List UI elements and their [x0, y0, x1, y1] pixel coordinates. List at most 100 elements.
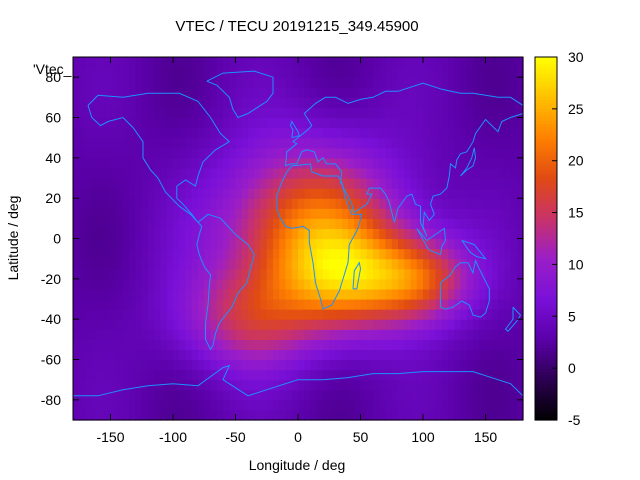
heatmap-cell	[323, 339, 330, 351]
heatmap-cell	[316, 208, 324, 219]
heatmap-cell	[148, 167, 155, 179]
heatmap-cell	[385, 218, 393, 230]
heatmap-cell	[373, 117, 380, 129]
heatmap-cell	[273, 87, 280, 98]
heatmap-cell	[260, 67, 268, 78]
heatmap-cell	[398, 329, 405, 340]
heatmap-cell	[466, 379, 474, 391]
heatmap-cell	[404, 218, 412, 230]
heatmap-cell	[85, 359, 93, 371]
y-tick-label: 80	[45, 69, 61, 85]
colorbar-segment	[535, 168, 557, 173]
heatmap-cell	[498, 389, 505, 401]
heatmap-cell	[223, 319, 230, 330]
heatmap-cell	[254, 198, 262, 209]
heatmap-cell	[466, 248, 474, 260]
heatmap-cell	[404, 339, 412, 351]
legend-label: 'Vtec_	[33, 61, 72, 77]
heatmap-cell	[135, 339, 143, 351]
heatmap-cell	[223, 359, 230, 371]
heatmap-cell	[516, 258, 524, 270]
heatmap-cell	[154, 339, 162, 351]
heatmap-cell	[429, 97, 437, 109]
x-tick-label: -50	[225, 429, 245, 445]
heatmap-cell	[79, 369, 87, 381]
heatmap-cell	[448, 379, 455, 391]
heatmap-cell	[316, 319, 324, 330]
heatmap-cell	[266, 359, 274, 371]
heatmap-cell	[123, 288, 130, 300]
colorbar-segment	[535, 135, 557, 140]
heatmap-cell	[260, 319, 268, 330]
heatmap-cell	[123, 188, 130, 199]
heatmap-cell	[191, 268, 199, 280]
heatmap-cell	[298, 218, 305, 230]
heatmap-cell	[385, 117, 393, 129]
heatmap-cell	[298, 309, 305, 320]
heatmap-cell	[454, 97, 462, 109]
heatmap-cell	[179, 399, 187, 411]
heatmap-cell	[98, 87, 105, 98]
heatmap-cell	[123, 248, 130, 260]
heatmap-cell	[223, 268, 230, 280]
heatmap-cell	[385, 178, 393, 189]
heatmap-cell	[191, 208, 199, 219]
heatmap-cell	[354, 57, 362, 68]
heatmap-cell	[316, 359, 324, 371]
heatmap-cell	[429, 137, 437, 149]
heatmap-cell	[229, 278, 237, 290]
heatmap-cell	[479, 188, 487, 199]
heatmap-cell	[304, 369, 312, 381]
heatmap-cell	[273, 208, 280, 219]
heatmap-cell	[485, 228, 493, 240]
heatmap-cell	[348, 238, 355, 250]
heatmap-cell	[285, 369, 293, 381]
heatmap-cell	[173, 309, 180, 320]
heatmap-cell	[135, 309, 143, 320]
heatmap-cell	[354, 77, 362, 88]
heatmap-cell	[141, 228, 149, 240]
heatmap-cell	[223, 228, 230, 240]
heatmap-cell	[410, 399, 418, 411]
heatmap-cell	[191, 319, 199, 330]
colorbar-segment	[535, 108, 557, 113]
heatmap-cell	[316, 228, 324, 240]
heatmap-cell	[316, 369, 324, 381]
heatmap-cell	[123, 268, 130, 280]
heatmap-cell	[498, 379, 505, 391]
heatmap-cell	[279, 319, 287, 330]
heatmap-cell	[341, 107, 349, 119]
heatmap-cell	[410, 57, 418, 68]
heatmap-cell	[210, 238, 218, 250]
heatmap-cell	[304, 238, 312, 250]
heatmap-cell	[473, 339, 480, 351]
heatmap-cell	[216, 198, 224, 209]
heatmap-cell	[391, 147, 399, 159]
heatmap-cell	[398, 238, 405, 250]
heatmap-cell	[110, 268, 118, 280]
heatmap-cell	[404, 258, 412, 270]
heatmap-cell	[341, 67, 349, 78]
heatmap-cell	[210, 188, 218, 199]
heatmap-cell	[198, 218, 205, 230]
heatmap-cell	[285, 268, 293, 280]
heatmap-cell	[148, 127, 155, 139]
heatmap-cell	[85, 77, 93, 88]
heatmap-cell	[279, 127, 287, 139]
heatmap-cell	[360, 399, 368, 411]
heatmap-cell	[85, 208, 93, 219]
heatmap-cell	[291, 228, 299, 240]
heatmap-cell	[366, 369, 374, 381]
heatmap-cell	[510, 339, 518, 351]
heatmap-cell	[441, 278, 449, 290]
heatmap-cell	[198, 248, 205, 260]
heatmap-cell	[360, 97, 368, 109]
heatmap-cell	[104, 157, 112, 169]
heatmap-cell	[354, 309, 362, 320]
heatmap-cell	[341, 288, 349, 300]
heatmap-cell	[335, 218, 343, 230]
heatmap-cell	[310, 349, 318, 361]
heatmap-cell	[366, 127, 374, 139]
colorbar-tick-label: 30	[568, 49, 584, 65]
heatmap-cell	[254, 309, 262, 320]
